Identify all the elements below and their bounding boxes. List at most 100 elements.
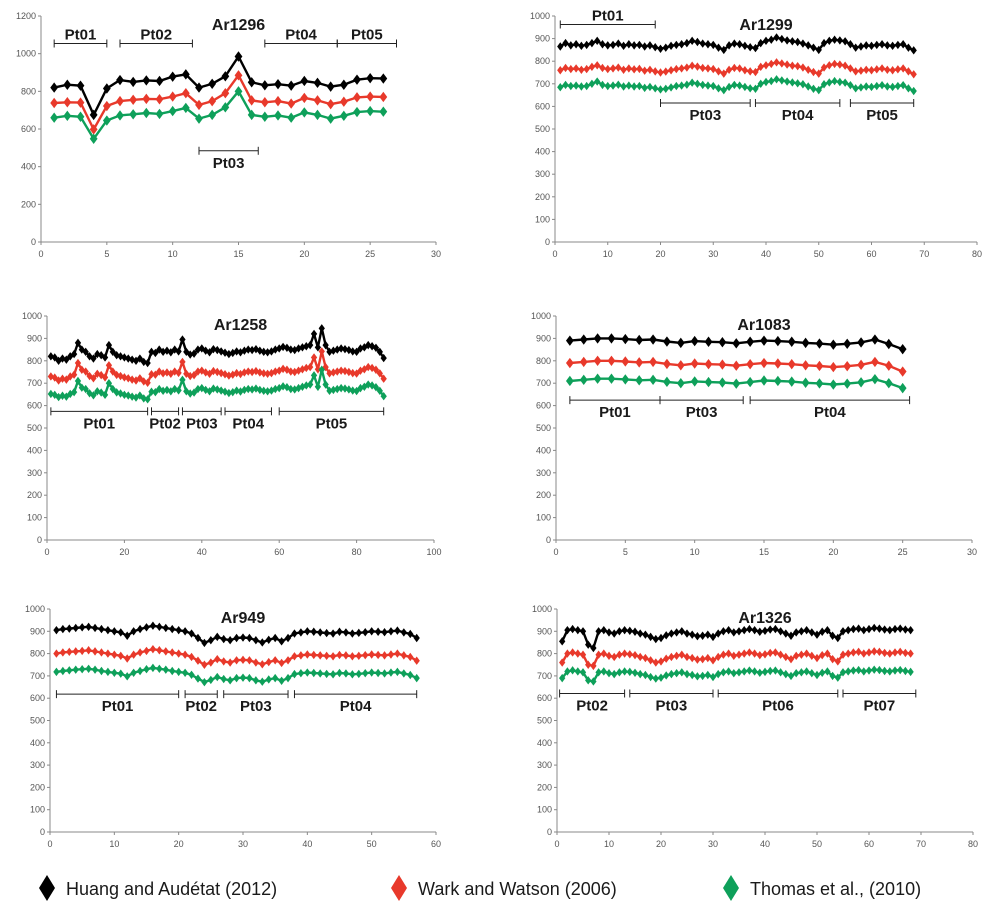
- x-tick-label: 25: [898, 547, 908, 557]
- data-point-thomas: [297, 669, 305, 678]
- data-point-thomas: [593, 373, 602, 384]
- data-point-thomas: [188, 670, 195, 679]
- data-point-huang: [307, 340, 314, 350]
- data-point-wark: [287, 367, 294, 376]
- data-point-wark: [810, 67, 817, 77]
- y-tick-label: 900: [30, 626, 45, 636]
- data-point-thomas: [689, 670, 696, 680]
- y-tick-label: 200: [537, 782, 552, 792]
- data-point-thomas: [857, 83, 865, 92]
- data-point-wark: [886, 649, 893, 658]
- data-point-thomas: [89, 133, 98, 144]
- data-point-thomas: [76, 111, 85, 122]
- data-point-wark: [590, 661, 597, 671]
- data-point-wark: [741, 66, 749, 75]
- data-point-huang: [630, 41, 638, 50]
- data-point-wark: [615, 63, 622, 72]
- data-point-wark: [826, 61, 833, 70]
- data-point-wark: [607, 355, 616, 366]
- data-point-huang: [636, 40, 643, 50]
- data-point-huang: [798, 627, 805, 636]
- data-point-huang: [260, 347, 267, 357]
- data-point-wark: [220, 657, 227, 666]
- data-point-huang: [616, 627, 623, 636]
- data-point-wark: [159, 369, 167, 378]
- y-tick-label: 700: [536, 378, 551, 388]
- data-point-thomas: [715, 84, 722, 93]
- data-point-thomas: [90, 391, 97, 400]
- data-point-huang: [221, 71, 230, 82]
- chart-title: Ar949: [221, 610, 266, 627]
- data-point-huang: [201, 638, 208, 648]
- data-point-wark: [642, 653, 649, 663]
- data-point-wark: [226, 658, 234, 667]
- data-point-wark: [221, 88, 230, 99]
- data-point-huang: [735, 627, 743, 636]
- data-point-thomas: [116, 110, 124, 121]
- data-point-huang: [611, 629, 618, 638]
- data-point-thomas: [47, 389, 55, 399]
- x-tick-label: 0: [47, 839, 52, 849]
- data-point-thomas: [789, 78, 796, 87]
- data-point-thomas: [129, 109, 138, 120]
- data-point-wark: [187, 371, 194, 381]
- data-point-huang: [111, 627, 118, 636]
- data-point-thomas: [768, 76, 775, 86]
- data-point-thomas: [845, 667, 852, 676]
- data-point-wark: [836, 60, 843, 69]
- data-point-thomas: [234, 86, 243, 97]
- x-tick-label: 50: [812, 839, 822, 849]
- data-point-huang: [117, 628, 124, 637]
- data-point-thomas: [871, 665, 878, 674]
- data-point-thomas: [652, 84, 659, 93]
- legend-label-thomas: Thomas et al., (2010): [750, 879, 921, 899]
- data-point-huang: [607, 333, 616, 344]
- data-point-thomas: [585, 676, 592, 685]
- data-point-huang: [291, 629, 298, 638]
- data-point-wark: [694, 62, 701, 71]
- x-tick-label: 30: [967, 547, 977, 557]
- data-point-huang: [59, 624, 67, 634]
- data-point-thomas: [673, 81, 680, 91]
- data-point-thomas: [652, 674, 659, 683]
- data-point-wark: [260, 369, 267, 378]
- data-point-thomas: [156, 384, 163, 394]
- data-point-thomas: [291, 385, 298, 394]
- y-tick-label: 300: [27, 468, 42, 478]
- data-point-huang: [815, 338, 824, 349]
- data-point-huang: [773, 33, 780, 42]
- data-point-huang: [768, 35, 775, 44]
- legend-label-huang: Huang and Audétat (2012): [66, 879, 277, 899]
- data-point-huang: [98, 624, 105, 634]
- data-point-thomas: [79, 665, 86, 674]
- data-point-thomas: [801, 377, 810, 388]
- data-point-thomas: [720, 85, 727, 95]
- x-tick-label: 10: [604, 839, 614, 849]
- data-point-huang: [349, 629, 356, 638]
- data-point-wark: [799, 63, 807, 72]
- segment-label: Pt03: [186, 415, 218, 432]
- data-point-huang: [63, 355, 70, 364]
- data-point-huang: [841, 37, 849, 46]
- data-point-wark: [148, 370, 155, 379]
- y-tick-label: 400: [536, 445, 551, 455]
- data-point-huang: [599, 40, 606, 49]
- data-point-wark: [630, 65, 638, 74]
- data-point-thomas: [884, 378, 893, 389]
- data-point-huang: [649, 334, 657, 345]
- data-point-wark: [668, 652, 675, 662]
- data-point-wark: [245, 367, 252, 376]
- data-point-huang: [725, 41, 733, 50]
- data-point-huang: [362, 627, 369, 637]
- data-point-huang: [736, 40, 743, 49]
- data-point-wark: [850, 648, 857, 657]
- data-point-thomas: [876, 665, 883, 675]
- data-point-wark: [725, 649, 732, 658]
- data-point-thomas: [578, 82, 585, 91]
- data-point-wark: [637, 652, 644, 662]
- data-point-huang: [142, 75, 151, 86]
- data-point-wark: [585, 660, 592, 669]
- data-point-thomas: [206, 387, 213, 396]
- x-tick-label: 0: [554, 839, 559, 849]
- data-point-huang: [175, 625, 182, 635]
